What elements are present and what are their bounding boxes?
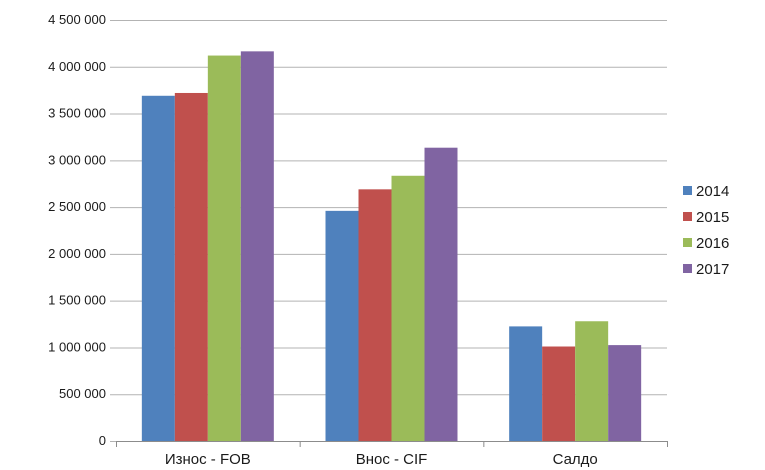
bar-2015-2 (358, 189, 392, 441)
x-category-label: Износ - FOB (165, 451, 251, 468)
bar-2014-2 (325, 210, 359, 441)
x-axis-category-labels: Износ - FOB Внос - CIF Салдо (165, 451, 598, 468)
legend: 2014 2015 2016 2017 (683, 183, 729, 278)
y-tick-label: 4 500 000 (48, 12, 106, 27)
y-tick-label: 2 500 000 (48, 199, 106, 214)
y-tick-label: 2 000 000 (48, 246, 106, 261)
legend-swatch (683, 186, 692, 195)
y-axis-tick-labels: 0 500 000 1 000 000 1 500 000 2 000 000 2 500… (48, 12, 106, 448)
bar-2016-2 (391, 175, 425, 441)
y-tick-label: 1 500 000 (48, 293, 106, 308)
bar-2016-3 (575, 321, 609, 441)
bar-2016-1 (207, 55, 241, 441)
legend-swatch (683, 238, 692, 247)
legend-label: 2015 (696, 209, 729, 226)
y-tick-label: 3 000 000 (48, 152, 106, 167)
legend-label: 2017 (696, 261, 729, 278)
bars (141, 51, 642, 442)
legend-label: 2014 (696, 183, 729, 200)
y-tick-label: 3 500 000 (48, 106, 106, 121)
legend-label: 2016 (696, 235, 729, 252)
y-tick-label: 1 000 000 (48, 339, 106, 354)
bar-2017-2 (424, 147, 458, 441)
bar-2015-1 (174, 92, 208, 442)
x-category-label: Салдо (553, 451, 598, 468)
bar-2014-3 (509, 326, 543, 441)
y-tick-label: 4 000 000 (48, 59, 106, 74)
y-tick-label: 0 (99, 433, 106, 448)
bar-2015-3 (542, 346, 576, 441)
x-axis (116, 441, 668, 447)
x-category-label: Внос - CIF (356, 451, 428, 468)
bar-2014-1 (141, 95, 175, 441)
legend-swatch (683, 264, 692, 273)
legend-swatch (683, 212, 692, 221)
y-tick-label: 500 000 (59, 386, 106, 401)
bar-2017-1 (240, 51, 274, 441)
bar-2017-3 (608, 345, 642, 441)
